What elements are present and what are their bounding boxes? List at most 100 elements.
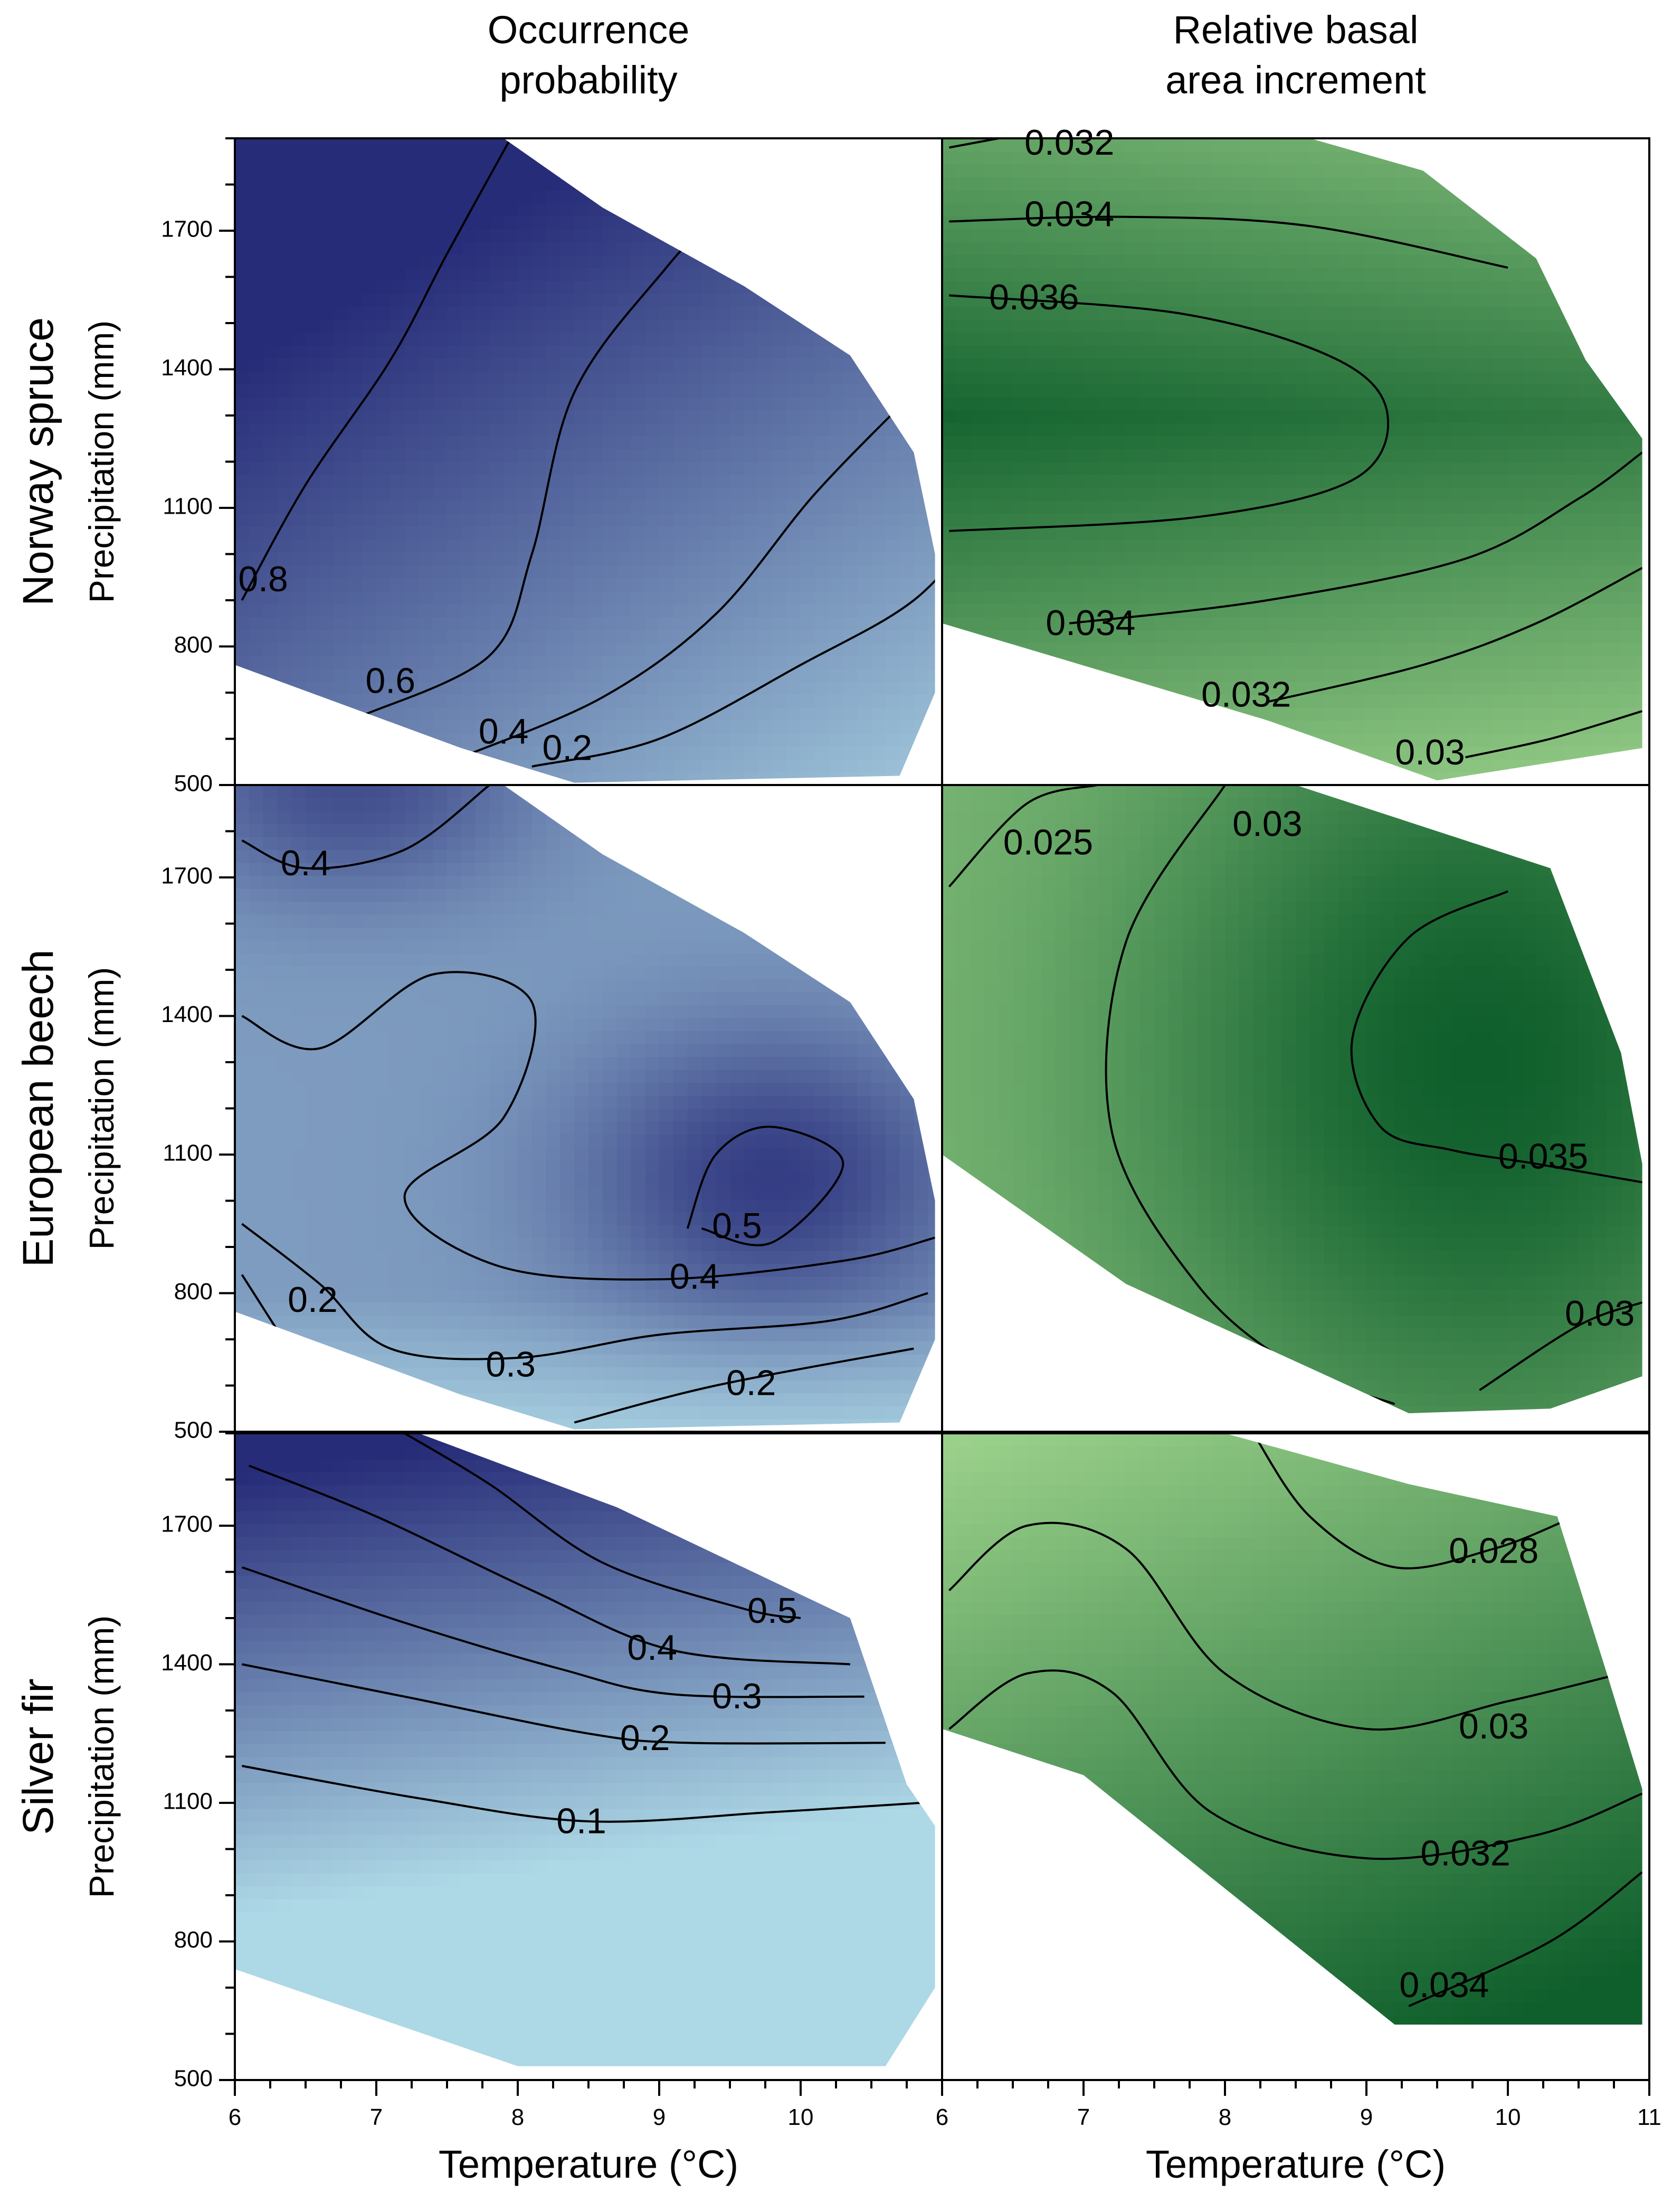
- heatmap-cell: [376, 772, 391, 783]
- heatmap-cell: [1013, 242, 1028, 256]
- heatmap-cell: [1027, 656, 1042, 669]
- heatmap-cell: [899, 358, 914, 372]
- heatmap-cell: [1465, 164, 1480, 178]
- heatmap-cell: [433, 397, 448, 411]
- heatmap-cell: [277, 720, 292, 734]
- heatmap-cell: [362, 487, 377, 501]
- heatmap-cell: [504, 138, 518, 152]
- heatmap-cell: [999, 203, 1013, 216]
- heatmap-cell: [999, 306, 1013, 320]
- heatmap-cell: [1536, 682, 1551, 695]
- heatmap-cell: [1281, 759, 1296, 773]
- heatmap-cell: [1013, 500, 1028, 514]
- heatmap-cell: [914, 500, 928, 514]
- heatmap-cell: [574, 254, 589, 268]
- heatmap-cell: [1097, 772, 1113, 781]
- heatmap-cell: [334, 397, 348, 411]
- heatmap-cell: [404, 229, 419, 242]
- heatmap-cell: [1479, 229, 1494, 242]
- heatmap-cell: [1409, 203, 1423, 216]
- heatmap-cell: [716, 617, 730, 630]
- heatmap-cell: [1154, 397, 1169, 411]
- heatmap-cell: [1112, 630, 1126, 644]
- heatmap-cell: [1338, 306, 1353, 320]
- heatmap-cell: [956, 694, 971, 708]
- heatmap-cell: [1635, 436, 1642, 449]
- heatmap-cell: [1550, 707, 1565, 721]
- heatmap-cell: [1550, 151, 1565, 165]
- heatmap-cell: [716, 461, 730, 475]
- heatmap-cell: [1380, 552, 1395, 566]
- heatmap-cell: [999, 500, 1013, 514]
- heatmap-cell: [291, 203, 306, 216]
- heatmap-cell: [928, 397, 935, 411]
- heatmap-cell: [801, 630, 815, 644]
- heatmap-cell: [1182, 345, 1197, 359]
- heatmap-cell: [1621, 487, 1636, 501]
- heatmap-cell: [1465, 138, 1480, 152]
- heatmap-cell: [857, 694, 872, 708]
- heatmap-cell: [1055, 578, 1070, 592]
- heatmap-cell: [1621, 526, 1636, 540]
- heatmap-cell: [433, 449, 448, 462]
- heatmap-cell: [1296, 772, 1310, 781]
- heatmap-cell: [518, 759, 533, 773]
- heatmap-cell: [970, 656, 985, 669]
- heatmap-cell: [1027, 164, 1042, 178]
- heatmap-cell: [518, 229, 533, 242]
- heatmap-cell: [546, 268, 560, 281]
- heatmap-cell: [1140, 694, 1155, 708]
- heatmap-cell: [362, 294, 377, 307]
- heatmap-cell: [1182, 410, 1197, 423]
- heatmap-cell: [235, 604, 250, 618]
- heatmap-cell: [631, 513, 645, 527]
- heatmap-cell: [1394, 358, 1409, 372]
- heatmap-cell: [404, 682, 419, 695]
- heatmap-cell: [588, 436, 603, 449]
- heatmap-cell: [447, 449, 462, 462]
- heatmap-cell: [942, 500, 957, 514]
- heatmap-cell: [376, 280, 391, 294]
- heatmap-cell: [814, 772, 830, 783]
- heatmap-cell: [489, 177, 504, 191]
- heatmap-cell: [475, 294, 490, 307]
- heatmap-cell: [857, 410, 872, 423]
- heatmap-cell: [447, 604, 462, 618]
- heatmap-cell: [518, 294, 533, 307]
- heatmap-cell: [843, 656, 858, 669]
- heatmap-cell: [871, 164, 886, 178]
- heatmap-cell: [1564, 539, 1579, 553]
- heatmap-cell: [928, 591, 935, 604]
- heatmap-cell: [334, 164, 348, 178]
- heatmap-cell: [1635, 539, 1642, 553]
- heatmap-cell: [857, 772, 872, 783]
- heatmap-cell: [1182, 319, 1197, 333]
- heatmap-cell: [1465, 475, 1480, 488]
- heatmap-cell: [1097, 306, 1113, 320]
- heatmap-cell: [1536, 345, 1551, 359]
- heatmap-cell: [1564, 565, 1579, 579]
- heatmap-cell: [687, 449, 702, 462]
- heatmap-cell: [786, 746, 801, 760]
- heatmap-cell: [433, 617, 448, 630]
- heatmap-cell: [560, 254, 575, 268]
- heatmap-cell: [885, 449, 900, 462]
- heatmap-cell: [1027, 513, 1042, 527]
- heatmap-cell: [1267, 668, 1282, 682]
- heatmap-cell: [602, 384, 618, 398]
- heatmap-cell: [1027, 475, 1042, 488]
- heatmap-cell: [602, 552, 618, 566]
- heatmap-cell: [1550, 694, 1565, 708]
- heatmap-cell: [390, 500, 405, 514]
- heatmap-cell: [1324, 423, 1338, 437]
- heatmap-cell: [786, 449, 801, 462]
- heatmap-cell: [291, 280, 306, 294]
- heatmap-cell: [1211, 358, 1226, 372]
- heatmap-cell: [631, 138, 645, 152]
- heatmap-cell: [758, 513, 773, 527]
- heatmap-cell: [306, 151, 320, 165]
- heatmap-cell: [956, 242, 971, 256]
- heatmap-cell: [673, 164, 688, 178]
- heatmap-cell: [574, 461, 589, 475]
- heatmap-cell: [348, 384, 363, 398]
